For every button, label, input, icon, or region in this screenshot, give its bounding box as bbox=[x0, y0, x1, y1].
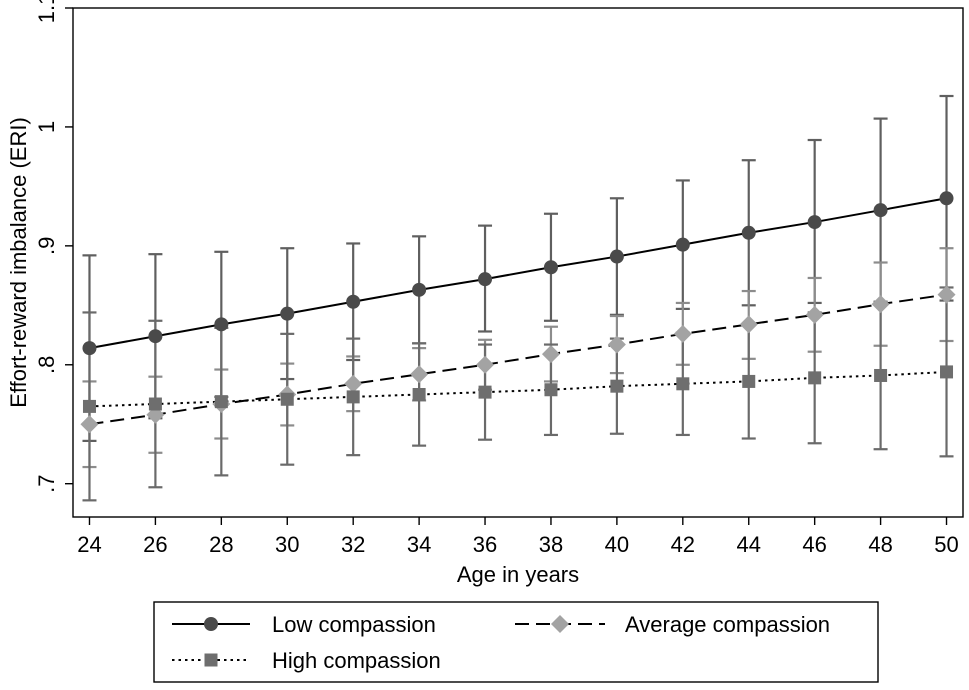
x-tick-label: 30 bbox=[275, 532, 299, 557]
legend-label: Average compassion bbox=[625, 612, 830, 637]
legend-item-low-compassion: Low compassion bbox=[172, 612, 436, 637]
x-axis-title: Age in years bbox=[457, 562, 579, 587]
average-compassion-point bbox=[476, 355, 495, 374]
x-tick-label: 36 bbox=[473, 532, 497, 557]
x-tick-label: 34 bbox=[407, 532, 431, 557]
x-tick-label: 38 bbox=[539, 532, 563, 557]
legend-item-average-compassion: Average compassion bbox=[515, 612, 830, 637]
legend-label: High compassion bbox=[272, 648, 441, 673]
high-compassion-point bbox=[676, 377, 690, 391]
average-compassion-point bbox=[80, 415, 99, 434]
x-tick-label: 40 bbox=[605, 532, 629, 557]
average-compassion-point bbox=[673, 324, 692, 343]
legend-label: Low compassion bbox=[272, 612, 436, 637]
low-compassion-point bbox=[543, 260, 558, 275]
x-tick-label: 26 bbox=[143, 532, 167, 557]
low-compassion-point bbox=[148, 329, 163, 344]
low-compassion-point bbox=[609, 249, 624, 264]
low-compassion-point bbox=[412, 282, 427, 297]
legend-swatch-marker bbox=[204, 653, 218, 667]
average-compassion-point bbox=[541, 345, 560, 364]
low-compassion-line bbox=[89, 197, 947, 350]
low-compassion-point bbox=[346, 294, 361, 309]
y-tick-label: .8 bbox=[34, 356, 59, 374]
x-tick-label: 44 bbox=[736, 532, 760, 557]
average-compassion-point bbox=[344, 374, 363, 393]
x-tick-label: 46 bbox=[802, 532, 826, 557]
legend-swatch-marker bbox=[551, 615, 569, 633]
series-lines bbox=[89, 197, 947, 426]
high-compassion-point bbox=[874, 368, 888, 382]
y-axis: .7 .8 .9 1 1.1 bbox=[34, 0, 73, 493]
y-tick-label: .9 bbox=[34, 237, 59, 255]
y-tick-label: 1 bbox=[34, 121, 59, 133]
legend-swatch-marker bbox=[204, 617, 218, 631]
low-compassion-point bbox=[675, 237, 690, 252]
x-tick-label: 48 bbox=[868, 532, 892, 557]
low-compassion-point bbox=[873, 203, 888, 218]
low-compassion-point bbox=[280, 306, 295, 321]
low-compassion-point bbox=[478, 272, 493, 287]
high-compassion-point bbox=[82, 399, 96, 413]
high-compassion-point bbox=[544, 383, 558, 397]
high-compassion-point bbox=[346, 390, 360, 404]
x-tick-label: 42 bbox=[671, 532, 695, 557]
x-tick-label: 32 bbox=[341, 532, 365, 557]
x-tick-label: 28 bbox=[209, 532, 233, 557]
high-compassion-point bbox=[214, 395, 228, 409]
high-compassion-point bbox=[808, 371, 822, 385]
high-compassion-point bbox=[412, 388, 426, 402]
high-compassion-point bbox=[478, 385, 492, 399]
series-markers bbox=[80, 191, 956, 434]
legend-item-high-compassion: High compassion bbox=[172, 648, 441, 673]
low-compassion-point bbox=[741, 225, 756, 240]
y-axis-title: Effort-reward imbalance (ERI) bbox=[6, 117, 31, 408]
low-compassion-point bbox=[214, 317, 229, 332]
legend-box bbox=[153, 601, 879, 683]
x-tick-label: 24 bbox=[77, 532, 101, 557]
low-compassion-point bbox=[939, 191, 954, 206]
error-bars bbox=[82, 94, 954, 502]
plot-frame bbox=[72, 7, 964, 518]
high-compassion-point bbox=[148, 397, 162, 411]
average-compassion-point bbox=[871, 295, 890, 314]
average-compassion-line bbox=[89, 293, 947, 426]
plot-area bbox=[72, 7, 964, 518]
x-axis: 24 26 28 30 32 34 36 38 40 42 44 46 48 50 bbox=[77, 517, 959, 557]
low-compassion-point bbox=[82, 341, 97, 356]
average-compassion-point bbox=[739, 315, 758, 334]
average-compassion-point bbox=[805, 305, 824, 324]
average-compassion-point bbox=[410, 365, 429, 384]
legend: Low compassion Average compassion High com… bbox=[153, 601, 879, 683]
high-compassion-point bbox=[610, 379, 624, 393]
high-compassion-point bbox=[742, 374, 756, 388]
average-compassion-point bbox=[937, 285, 956, 304]
y-tick-label: 1.1 bbox=[34, 0, 59, 23]
low-compassion-point bbox=[807, 215, 822, 230]
high-compassion-point bbox=[280, 392, 294, 406]
average-compassion-point bbox=[607, 335, 626, 354]
y-tick-label: .7 bbox=[34, 475, 59, 493]
high-compassion-point bbox=[940, 365, 954, 379]
x-tick-label: 50 bbox=[934, 532, 958, 557]
